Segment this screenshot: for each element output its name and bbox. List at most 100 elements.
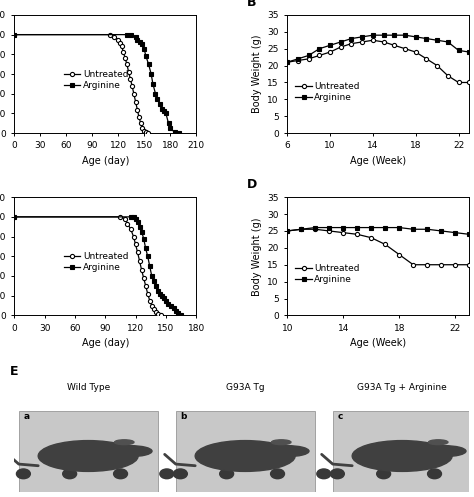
Arginine (299, 226, 304, 232)
Ellipse shape (428, 469, 441, 479)
Line: Untreated: Untreated (285, 38, 471, 84)
Arginine (171, 305, 177, 311)
Arginine (413, 34, 419, 40)
Untreated (133, 98, 138, 104)
Arginine (139, 229, 145, 235)
Line: Untreated: Untreated (285, 227, 471, 267)
Arginine (327, 42, 333, 48)
Arginine (424, 226, 430, 232)
Ellipse shape (377, 469, 391, 479)
Untreated (317, 53, 322, 59)
Untreated (466, 80, 472, 85)
Bar (19, 411, 157, 492)
X-axis label: Age (day): Age (day) (82, 156, 129, 166)
Arginine (168, 303, 174, 309)
Y-axis label: Body Weight (g): Body Weight (g) (252, 35, 262, 113)
Untreated (396, 251, 402, 257)
Arginine (131, 214, 137, 220)
Arginine (392, 32, 397, 38)
Line: Arginine: Arginine (285, 33, 471, 64)
Circle shape (272, 440, 291, 445)
Arginine (159, 105, 164, 111)
Text: B: B (247, 0, 257, 9)
X-axis label: Age (Week): Age (Week) (350, 156, 406, 166)
Arginine (157, 291, 163, 297)
Arginine (161, 295, 167, 301)
Untreated (107, 32, 112, 38)
Untreated (128, 226, 133, 232)
Untreated (284, 228, 290, 234)
Arginine (165, 120, 171, 126)
Untreated (456, 80, 461, 85)
Untreated (392, 42, 397, 48)
Untreated (140, 125, 146, 131)
Arginine (143, 246, 148, 251)
Text: b: b (180, 412, 187, 421)
Untreated (158, 313, 164, 319)
Arginine (172, 129, 177, 135)
Untreated (145, 130, 151, 136)
Untreated (117, 40, 123, 46)
Untreated (131, 91, 137, 97)
Untreated (136, 114, 142, 120)
Arginine (175, 311, 181, 317)
Untreated (135, 106, 140, 112)
Untreated (123, 216, 128, 222)
Bar (176, 411, 315, 492)
X-axis label: Age (day): Age (day) (82, 338, 129, 348)
Arginine (133, 34, 138, 40)
Untreated (141, 275, 146, 281)
Y-axis label: Body Weight (g): Body Weight (g) (252, 217, 262, 296)
Ellipse shape (330, 469, 344, 479)
Line: Arginine: Arginine (12, 215, 183, 318)
Arginine (146, 61, 151, 67)
Arginine (452, 230, 458, 236)
Ellipse shape (173, 469, 187, 479)
Legend: Untreated, Arginine: Untreated, Arginine (295, 82, 360, 102)
Untreated (383, 242, 388, 248)
Text: c: c (337, 412, 343, 421)
Arginine (128, 32, 134, 38)
Circle shape (421, 446, 466, 457)
Arginine (312, 225, 318, 231)
Arginine (161, 108, 167, 114)
Untreated (340, 230, 346, 236)
Untreated (284, 59, 290, 65)
Arginine (163, 110, 169, 116)
Legend: Untreated, Arginine: Untreated, Arginine (64, 70, 129, 90)
Untreated (143, 129, 149, 135)
Text: Wild Type: Wild Type (66, 383, 110, 392)
Untreated (370, 37, 376, 43)
Arginine (137, 39, 143, 45)
Untreated (119, 43, 125, 49)
Arginine (359, 34, 365, 40)
Ellipse shape (195, 440, 295, 471)
Arginine (135, 219, 140, 225)
Untreated (111, 34, 117, 40)
Untreated (359, 39, 365, 45)
Untreated (138, 120, 144, 126)
Untreated (410, 262, 416, 268)
Arginine (349, 36, 355, 42)
Arginine (396, 225, 402, 231)
Arginine (155, 288, 161, 294)
Ellipse shape (352, 440, 452, 471)
Arginine (151, 278, 156, 284)
Arginine (148, 71, 154, 77)
Untreated (155, 312, 161, 318)
Untreated (118, 214, 123, 220)
Untreated (438, 262, 444, 268)
Text: E: E (9, 365, 18, 378)
Arginine (173, 309, 179, 315)
Untreated (295, 58, 301, 64)
Text: D: D (247, 178, 257, 191)
Untreated (424, 262, 430, 268)
Arginine (133, 216, 138, 222)
Untreated (445, 73, 451, 79)
Arginine (284, 228, 290, 234)
Circle shape (264, 446, 309, 457)
Arginine (176, 130, 182, 136)
Arginine (317, 46, 322, 52)
Arginine (147, 263, 153, 269)
Untreated (413, 49, 419, 55)
